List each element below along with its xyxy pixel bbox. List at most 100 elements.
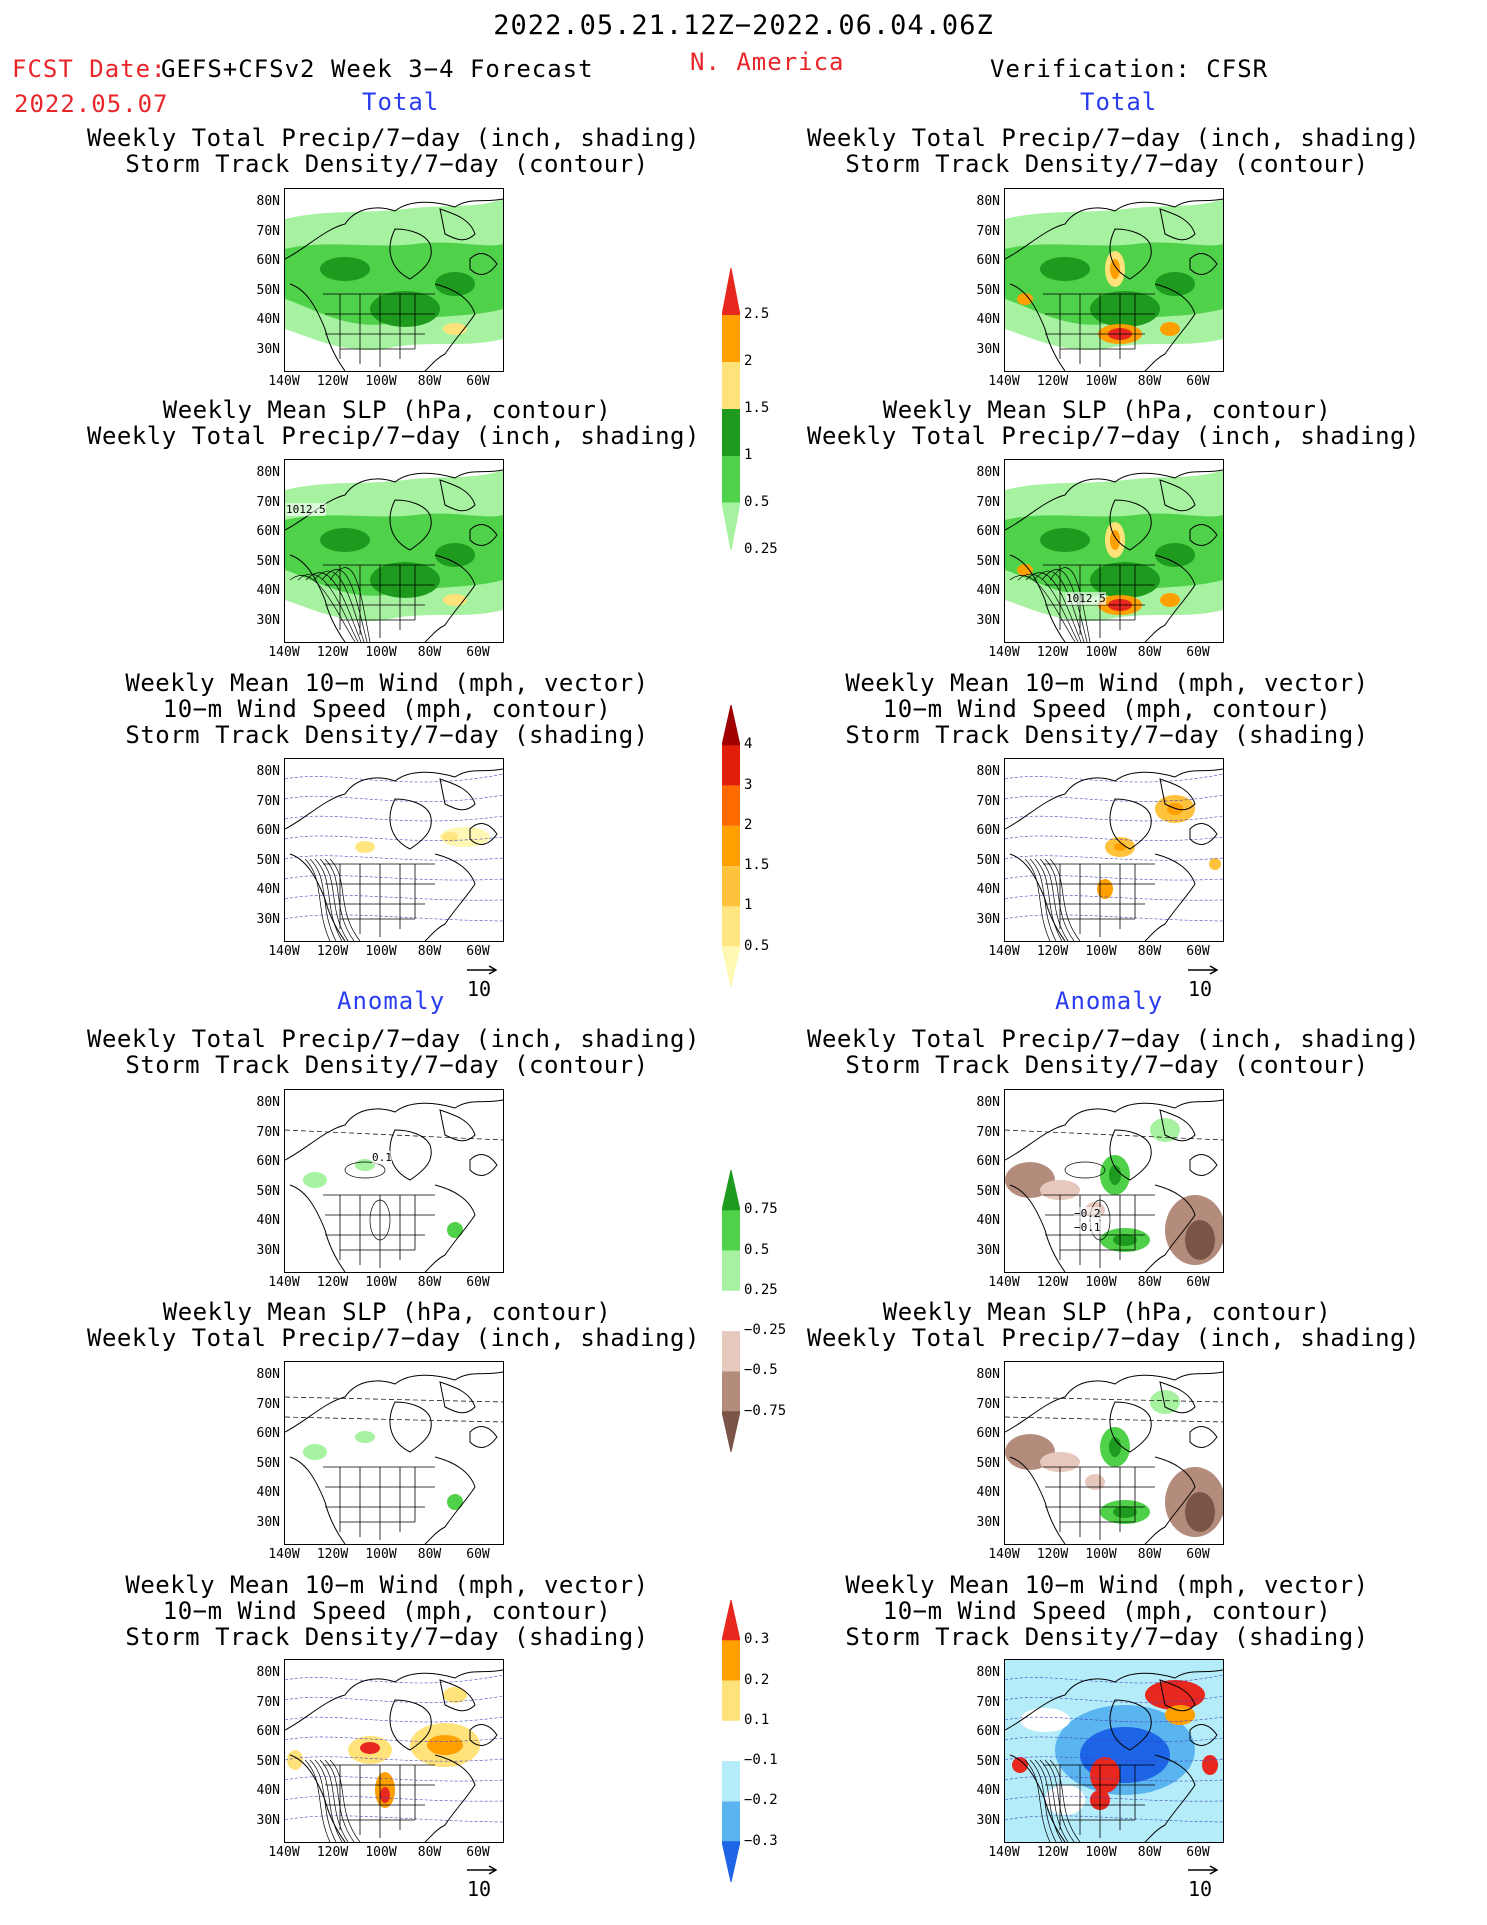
lat-tick-label: 40N [256,1213,280,1228]
contour-label: 0.1 [372,1151,392,1164]
vector-ref-4: 10 [1188,1865,1218,1901]
lon-tick-label: 120W [1036,944,1069,959]
fcst-model: GEFS+CFSv2 Week 3−4 Forecast [161,55,594,83]
lat-tick-label: 60N [256,1154,280,1169]
lon-tick-label: 60W [1186,645,1210,660]
lon-tick-label: 80W [417,1547,442,1562]
lat-tick-label: 40N [256,882,280,897]
panel-title-r1-c1: Weekly Total Precip/7−day (inch, shading… [87,125,699,178]
lon-tick-label: 100W [365,645,397,660]
lon-tick-label: 120W [1036,374,1069,389]
panel-title-line: Weekly Total Precip/7−day (inch, shading… [87,422,700,450]
lat-tick-label: 40N [976,1783,1000,1798]
colorbar-tick-label: −0.75 [744,1402,787,1419]
colorbar-storm_anom [722,1600,740,1882]
contour-label: −0.1 [1074,1221,1101,1234]
lat-tick-label: 50N [976,1183,1000,1199]
lat-tick-label: 70N [976,1124,1000,1140]
panel-title-r4-c2: Weekly Total Precip/7−day (inch, shading… [807,1026,1419,1078]
colorbar-storm_total [722,705,740,987]
lat-tick-label: 30N [256,612,280,628]
contour-label: 1012.5 [1066,592,1106,605]
lat-tick-label: 40N [256,1485,280,1500]
lon-tick-label: 140W [268,1547,300,1562]
panel-title-line: Weekly Mean SLP (hPa, contour) [162,396,612,424]
colorbar-tick-label: −0.3 [744,1832,778,1849]
lon-tick-label: 140W [988,1547,1020,1562]
colorbar-tick-label: −0.1 [744,1752,778,1769]
lat-tick-label: 50N [976,852,1000,868]
panel-title-r4-c1: Weekly Total Precip/7−day (inch, shading… [87,1025,700,1078]
section-total-left: Total [362,88,440,116]
lon-tick-label: 140W [268,944,300,959]
panel-title-line: Weekly Mean 10−m Wind (mph, vector) [125,1571,649,1599]
panel-title-line: Storm Track Density/7−day (contour) [125,150,649,178]
contour-label: −0.2 [1074,1207,1101,1220]
lat-tick-label: 30N [256,1242,280,1258]
panel-title-line: Weekly Mean SLP (hPa, contour) [882,1298,1332,1326]
lat-tick-label: 30N [976,1514,1000,1530]
lat-tick-label: 50N [256,852,280,868]
lon-tick-label: 80W [417,944,442,959]
panel-title-r3-c2: Weekly Mean 10−m Wind (mph, vector) 10−m … [807,670,1407,748]
lat-tick-label: 40N [976,312,1000,327]
panel-title-r3-c1: Weekly Mean 10−m Wind (mph, vector) 10−m … [87,670,687,748]
colorbar-tick-label: 0.5 [744,937,770,954]
lat-tick-label: 60N [256,253,280,268]
lat-tick-label: 60N [976,524,1000,539]
lat-tick-label: 70N [976,494,1000,510]
lon-tick-label: 140W [268,1845,300,1860]
colorbar-tick-label: 0.2 [744,1671,770,1688]
lat-tick-label: 60N [256,1724,280,1739]
region-label: N. America [690,48,845,76]
lon-tick-label: 80W [1137,374,1162,389]
lat-tick-label: 30N [976,911,1000,927]
panel-title-line: 10−m Wind Speed (mph, contour) [882,1597,1332,1625]
panel-title-r2-c1: Weekly Mean SLP (hPa, contour) Weekly Tot… [87,396,700,450]
lon-tick-label: 80W [1137,1275,1162,1290]
lat-tick-label: 70N [256,494,280,510]
colorbar-tick-label: 0.25 [744,1281,778,1298]
lon-tick-label: 60W [466,1845,490,1860]
panel-title-r6-c2: Weekly Mean 10−m Wind (mph, vector) 10−m … [807,1572,1407,1650]
lat-tick-label: 30N [256,1812,280,1828]
panel-title-line: Weekly Mean 10−m Wind (mph, vector) [125,669,649,697]
lon-tick-label: 60W [466,645,490,660]
colorbar-tick-label: −0.5 [744,1362,778,1379]
lat-tick-label: 50N [976,1753,1000,1769]
colorbar-precip_total [722,268,740,550]
lat-tick-label: 80N [976,465,1000,480]
lon-tick-label: 140W [268,1275,300,1290]
colorbar-tick-label: 0.75 [744,1201,778,1218]
lon-tick-label: 100W [365,1547,397,1562]
lat-tick-label: 70N [256,1396,280,1412]
panel-title-line: Storm Track Density/7−day (shading) [845,1623,1369,1651]
lon-tick-label: 120W [316,1845,349,1860]
panel-title-r5-c1: Weekly Mean SLP (hPa, contour) Weekly Tot… [87,1299,699,1351]
panel-title-line: Weekly Total Precip/7−day (inch, shading… [87,1025,700,1053]
panel-title-line: Weekly Total Precip/7−day (inch, shading… [807,1324,1420,1352]
section-total-right: Total [1080,88,1158,116]
colorbar-tick-label: 0.1 [744,1711,770,1728]
panel-title-line: Storm Track Density/7−day (shading) [845,721,1369,749]
lat-tick-label: 40N [256,1783,280,1798]
lon-tick-label: 100W [365,1845,397,1860]
lat-tick-label: 30N [256,341,280,357]
lon-tick-label: 60W [466,944,490,959]
colorbar-tick-label: 2.5 [744,306,770,322]
colorbar-tick-label: 4 [744,736,753,753]
lon-tick-label: 120W [1036,1547,1069,1562]
lat-tick-label: 40N [976,1485,1000,1500]
map-panel-r6-c2 [1004,1659,1224,1843]
lat-tick-label: 30N [976,1242,1000,1258]
lat-tick-label: 70N [256,1694,280,1710]
lat-tick-label: 80N [976,1095,1000,1110]
lat-tick-label: 80N [256,1665,280,1680]
lat-tick-label: 70N [976,1694,1000,1710]
lat-tick-label: 80N [256,1367,280,1382]
colorbar-precip_anom [722,1170,740,1452]
map-panel-r5-c1 [284,1361,504,1545]
lat-tick-label: 50N [256,1455,280,1471]
panel-title-r6-c1: Weekly Mean 10−m Wind (mph, vector) 10−m … [87,1572,687,1650]
section-anomaly-left: Anomaly [337,987,446,1015]
